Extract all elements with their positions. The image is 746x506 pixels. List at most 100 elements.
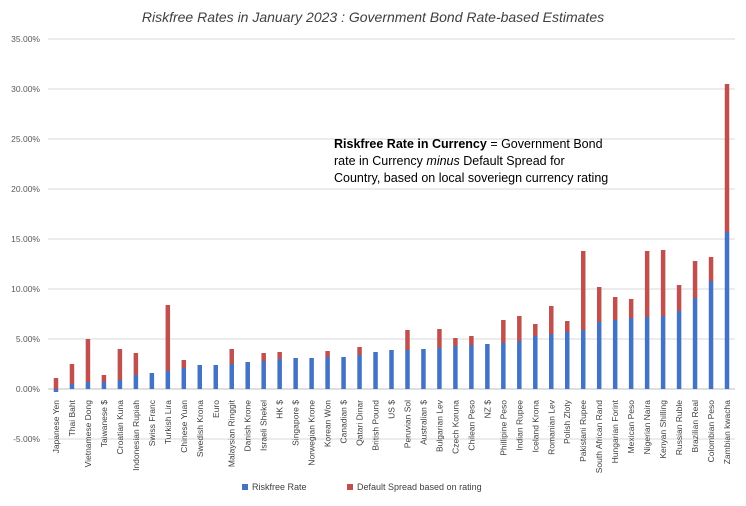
x-category-label: Zambian kwacha — [722, 400, 732, 465]
x-category-label: Euro — [211, 400, 221, 418]
x-category-label: Iceland Krona — [530, 400, 540, 453]
annotation-line2-post: Default Spread for — [460, 154, 565, 168]
annotation-line-1: Riskfree Rate in Currency = Government B… — [334, 137, 603, 151]
x-axis-category-labels: Japanese Yen Thai Baht Vietnamese Dong Taiw… — [51, 399, 732, 473]
x-category-label: Korean Won — [323, 400, 333, 447]
bar-default-spread — [628, 299, 634, 318]
bar-riskfree-rate — [373, 352, 378, 389]
bar-riskfree-rate — [117, 380, 123, 389]
bar-default-spread — [676, 285, 682, 311]
bar-default-spread — [101, 375, 107, 382]
y-tick-label: 5.00% — [16, 334, 41, 344]
x-category-label: HK $ — [275, 400, 285, 419]
x-category-label: Chinese Yuan — [179, 400, 189, 453]
legend-swatch-riskfree — [242, 484, 248, 490]
bar-default-spread — [117, 349, 123, 380]
x-category-label: Vietnamese Dong — [83, 400, 93, 468]
bar-riskfree-rate — [181, 368, 187, 389]
bar-default-spread — [708, 257, 714, 281]
bar-riskfree-rate — [165, 371, 171, 389]
bar-default-spread — [133, 353, 139, 375]
y-axis-ticks: -5.00% 0.00% 5.00% 10.00% 15.00% 20.00% 25.00%… — [11, 34, 40, 444]
bar-default-spread — [405, 330, 410, 350]
annotation-line-3: Country, based on local soveriegn curren… — [334, 171, 608, 185]
bar-default-spread — [724, 84, 730, 232]
bar-riskfree-rate — [389, 350, 394, 389]
bar-riskfree-rate — [501, 343, 506, 389]
legend-label-riskfree: Riskfree Rate — [252, 482, 307, 492]
bar-riskfree-rate — [644, 317, 650, 389]
bar-default-spread — [612, 297, 618, 320]
bar-riskfree-rate — [85, 382, 91, 389]
y-tick-label: 35.00% — [11, 34, 40, 44]
annotation-line-2: rate in Currency minus Default Spread fo… — [334, 154, 565, 168]
x-category-label: Phillipine Peso — [498, 400, 508, 456]
bars — [53, 84, 730, 392]
bar-riskfree-rate — [149, 373, 155, 389]
bar-riskfree-rate — [293, 358, 298, 389]
bar-riskfree-rate — [628, 318, 634, 389]
bar-default-spread — [692, 261, 698, 298]
bar-default-spread — [533, 324, 538, 336]
x-category-label: Pakistani Rupee — [578, 400, 588, 462]
annotation-line2-italic: minus — [426, 154, 459, 168]
bar-riskfree-rate — [341, 357, 346, 389]
bar-riskfree-rate — [437, 348, 442, 389]
bar-riskfree-rate — [421, 349, 426, 389]
x-category-label: Kenyan Shilling — [658, 400, 668, 459]
bar-default-spread — [325, 351, 330, 357]
x-category-label: Turkish Lira — [163, 400, 173, 444]
x-category-label: Hungarian Forint — [610, 399, 620, 463]
x-category-label: Canadian $ — [339, 400, 349, 444]
bar-riskfree-rate — [708, 281, 714, 389]
x-category-label: Malaysian Ringgit — [227, 399, 237, 467]
bar-riskfree-rate — [549, 334, 554, 389]
bar-default-spread — [453, 338, 458, 346]
bar-riskfree-rate — [53, 389, 59, 392]
annotation-line2-pre: rate in Currency — [334, 154, 426, 168]
y-tick-label: 25.00% — [11, 134, 40, 144]
bar-riskfree-rate — [213, 365, 219, 389]
bar-riskfree-rate — [485, 344, 490, 389]
bar-riskfree-rate — [325, 357, 330, 389]
bar-riskfree-rate — [453, 346, 458, 389]
x-category-label: Romanian Lev — [546, 399, 556, 455]
x-category-label: Chilean Peso — [466, 400, 476, 451]
bar-default-spread — [261, 353, 266, 361]
y-tick-label: 0.00% — [16, 384, 41, 394]
chart-title: Riskfree Rates in January 2023 : Governm… — [142, 9, 604, 25]
annotation: Riskfree Rate in Currency = Government B… — [334, 137, 608, 185]
bar-riskfree-rate — [564, 332, 570, 389]
bar-riskfree-rate — [517, 341, 522, 389]
bar-default-spread — [53, 378, 59, 389]
legend: Riskfree Rate Default Spread based on ra… — [242, 482, 482, 492]
y-tick-label: 20.00% — [11, 184, 40, 194]
legend-swatch-default-spread — [347, 484, 353, 490]
bar-default-spread — [517, 316, 522, 341]
bar-default-spread — [469, 336, 474, 345]
bar-riskfree-rate — [660, 316, 666, 389]
bar-default-spread — [69, 364, 75, 384]
bar-default-spread — [564, 321, 570, 332]
x-category-label: Swedish Krona — [195, 400, 205, 457]
bar-default-spread — [580, 251, 586, 330]
x-category-label: South African Rand — [594, 400, 604, 474]
bar-riskfree-rate — [533, 336, 538, 389]
bar-riskfree-rate — [69, 384, 75, 389]
x-category-label: Japanese Yen — [51, 400, 61, 454]
bar-riskfree-rate — [277, 359, 282, 389]
bar-riskfree-rate — [229, 364, 234, 389]
legend-label-default-spread: Default Spread based on rating — [357, 482, 482, 492]
bar-default-spread — [596, 287, 602, 322]
bar-default-spread — [660, 250, 666, 316]
bar-riskfree-rate — [612, 320, 618, 389]
x-category-label: Australian $ — [418, 400, 428, 445]
bar-riskfree-rate — [309, 358, 314, 389]
x-category-label: Brazilian Real — [690, 400, 700, 453]
bar-riskfree-rate — [580, 330, 586, 389]
x-category-label: Colombian Peso — [706, 400, 716, 463]
x-category-label: Russian Ruble — [674, 400, 684, 456]
bar-riskfree-rate — [405, 350, 410, 389]
x-category-label: Israeli Shekel — [259, 400, 269, 451]
